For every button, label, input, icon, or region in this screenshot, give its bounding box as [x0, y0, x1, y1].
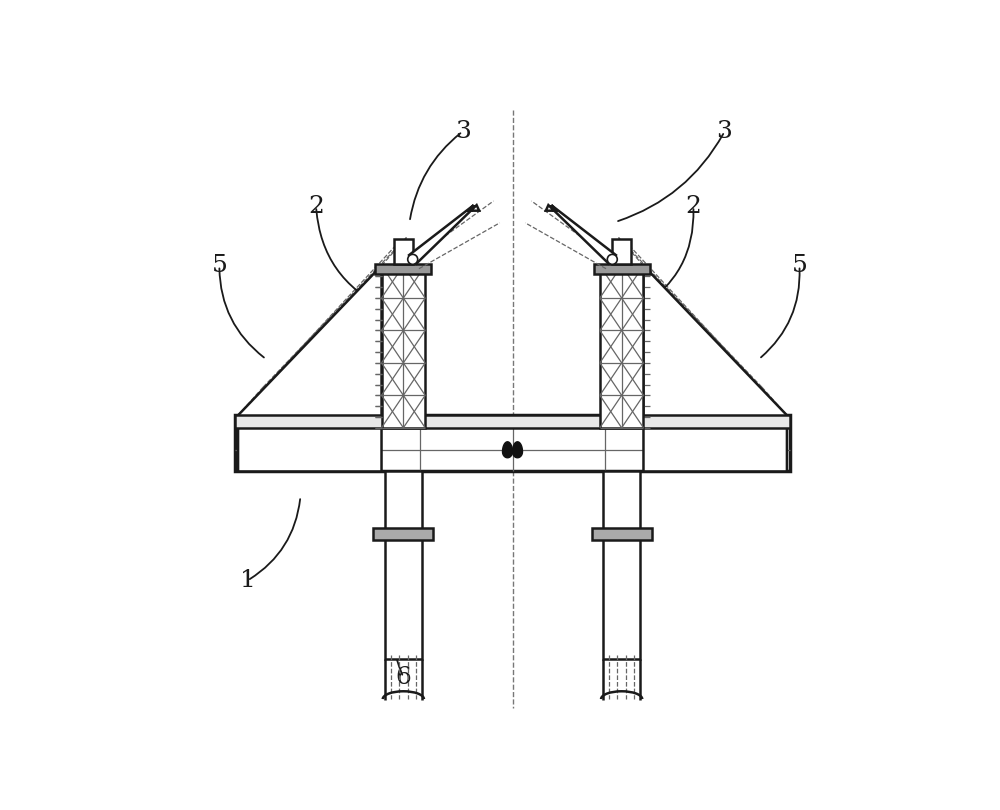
Text: 3: 3 [717, 120, 732, 143]
Circle shape [408, 254, 418, 264]
Polygon shape [373, 527, 433, 540]
Text: 5: 5 [791, 254, 807, 277]
Polygon shape [600, 266, 643, 428]
Circle shape [607, 254, 617, 264]
Text: 5: 5 [211, 254, 227, 277]
Polygon shape [603, 471, 640, 659]
Polygon shape [612, 240, 631, 264]
Polygon shape [546, 205, 616, 264]
Polygon shape [394, 240, 413, 264]
Polygon shape [592, 527, 652, 540]
Text: 6: 6 [395, 666, 411, 688]
Text: 2: 2 [308, 195, 324, 218]
Polygon shape [503, 452, 512, 458]
Text: 3: 3 [455, 120, 471, 143]
Polygon shape [238, 266, 382, 471]
Text: 1: 1 [240, 569, 255, 592]
Polygon shape [235, 416, 790, 428]
Polygon shape [643, 266, 787, 471]
Text: 2: 2 [685, 195, 701, 218]
Polygon shape [382, 266, 425, 428]
Polygon shape [385, 471, 422, 659]
Polygon shape [594, 264, 650, 275]
Polygon shape [503, 441, 512, 452]
Polygon shape [375, 264, 431, 275]
Polygon shape [512, 452, 522, 458]
Polygon shape [409, 205, 479, 264]
Polygon shape [512, 441, 522, 452]
Polygon shape [235, 416, 790, 471]
